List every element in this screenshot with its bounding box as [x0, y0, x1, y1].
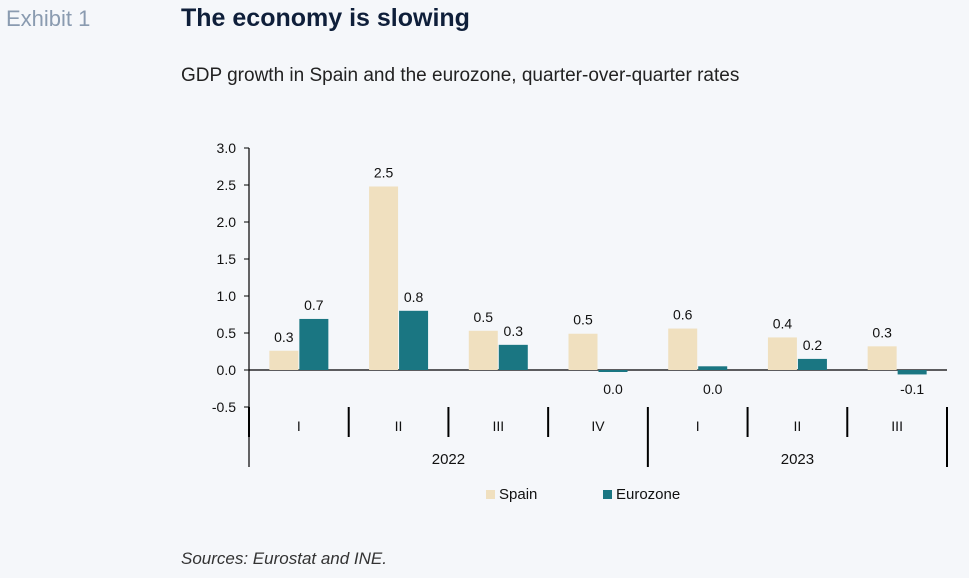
- bar-spain: [568, 333, 598, 370]
- data-label-eurozone: -0.1: [900, 381, 924, 397]
- data-label-eurozone: 0.8: [404, 289, 424, 305]
- bar-spain: [369, 186, 399, 370]
- data-label-eurozone: 0.0: [603, 381, 623, 397]
- legend-label: Eurozone: [616, 486, 680, 503]
- bar-eurozone: [399, 310, 429, 370]
- y-tick-label: 0.0: [217, 362, 237, 378]
- x-category-label: I: [297, 418, 301, 434]
- exhibit-label: Exhibit 1: [6, 6, 91, 31]
- y-tick-label: 1.0: [217, 288, 237, 304]
- data-label-eurozone: 0.7: [304, 297, 324, 313]
- x-category-label: III: [891, 418, 903, 434]
- source-note: Sources: Eurostat and INE.: [181, 549, 387, 568]
- data-label-spain: 0.4: [773, 315, 793, 331]
- data-label-spain: 0.5: [573, 312, 593, 328]
- bar-spain: [867, 346, 897, 370]
- data-label-spain: 0.3: [872, 324, 892, 340]
- y-tick-label: 1.5: [217, 251, 237, 267]
- data-label-eurozone: 0.0: [703, 381, 723, 397]
- x-group-label: 2023: [781, 451, 814, 468]
- chart-subtitle: GDP growth in Spain and the eurozone, qu…: [181, 65, 740, 86]
- bar-spain: [269, 350, 299, 370]
- y-tick-label: 2.0: [217, 214, 237, 230]
- bar-spain: [468, 330, 498, 370]
- x-category-label: II: [794, 418, 802, 434]
- y-tick-label: -0.5: [212, 399, 236, 415]
- x-group-label: 2022: [432, 451, 465, 468]
- bar-eurozone: [897, 370, 927, 375]
- bar-eurozone: [299, 318, 329, 370]
- y-tick-label: 0.5: [217, 325, 237, 341]
- bar-spain: [767, 337, 797, 370]
- x-category-label: II: [395, 418, 403, 434]
- data-label-spain: 0.3: [274, 329, 294, 345]
- bar-eurozone: [498, 344, 528, 370]
- data-label-eurozone: 0.3: [504, 323, 524, 339]
- data-label-spain: 0.5: [474, 309, 494, 325]
- legend-swatch-spain: [486, 490, 495, 499]
- bar-eurozone: [698, 366, 728, 370]
- bar-spain: [668, 328, 698, 370]
- bar-eurozone: [598, 370, 628, 372]
- data-label-eurozone: 0.2: [803, 337, 823, 353]
- x-category-label: I: [696, 418, 700, 434]
- y-tick-label: 2.5: [217, 177, 237, 193]
- data-label-spain: 0.6: [673, 307, 693, 323]
- chart-title: The economy is slowing: [181, 4, 470, 32]
- y-tick-label: 3.0: [217, 140, 237, 156]
- legend-label: Spain: [499, 486, 537, 503]
- legend-swatch-eurozone: [603, 490, 612, 499]
- x-category-label: III: [492, 418, 504, 434]
- x-category-label: IV: [591, 418, 605, 434]
- data-label-spain: 2.5: [374, 164, 394, 180]
- bar-eurozone: [797, 358, 827, 370]
